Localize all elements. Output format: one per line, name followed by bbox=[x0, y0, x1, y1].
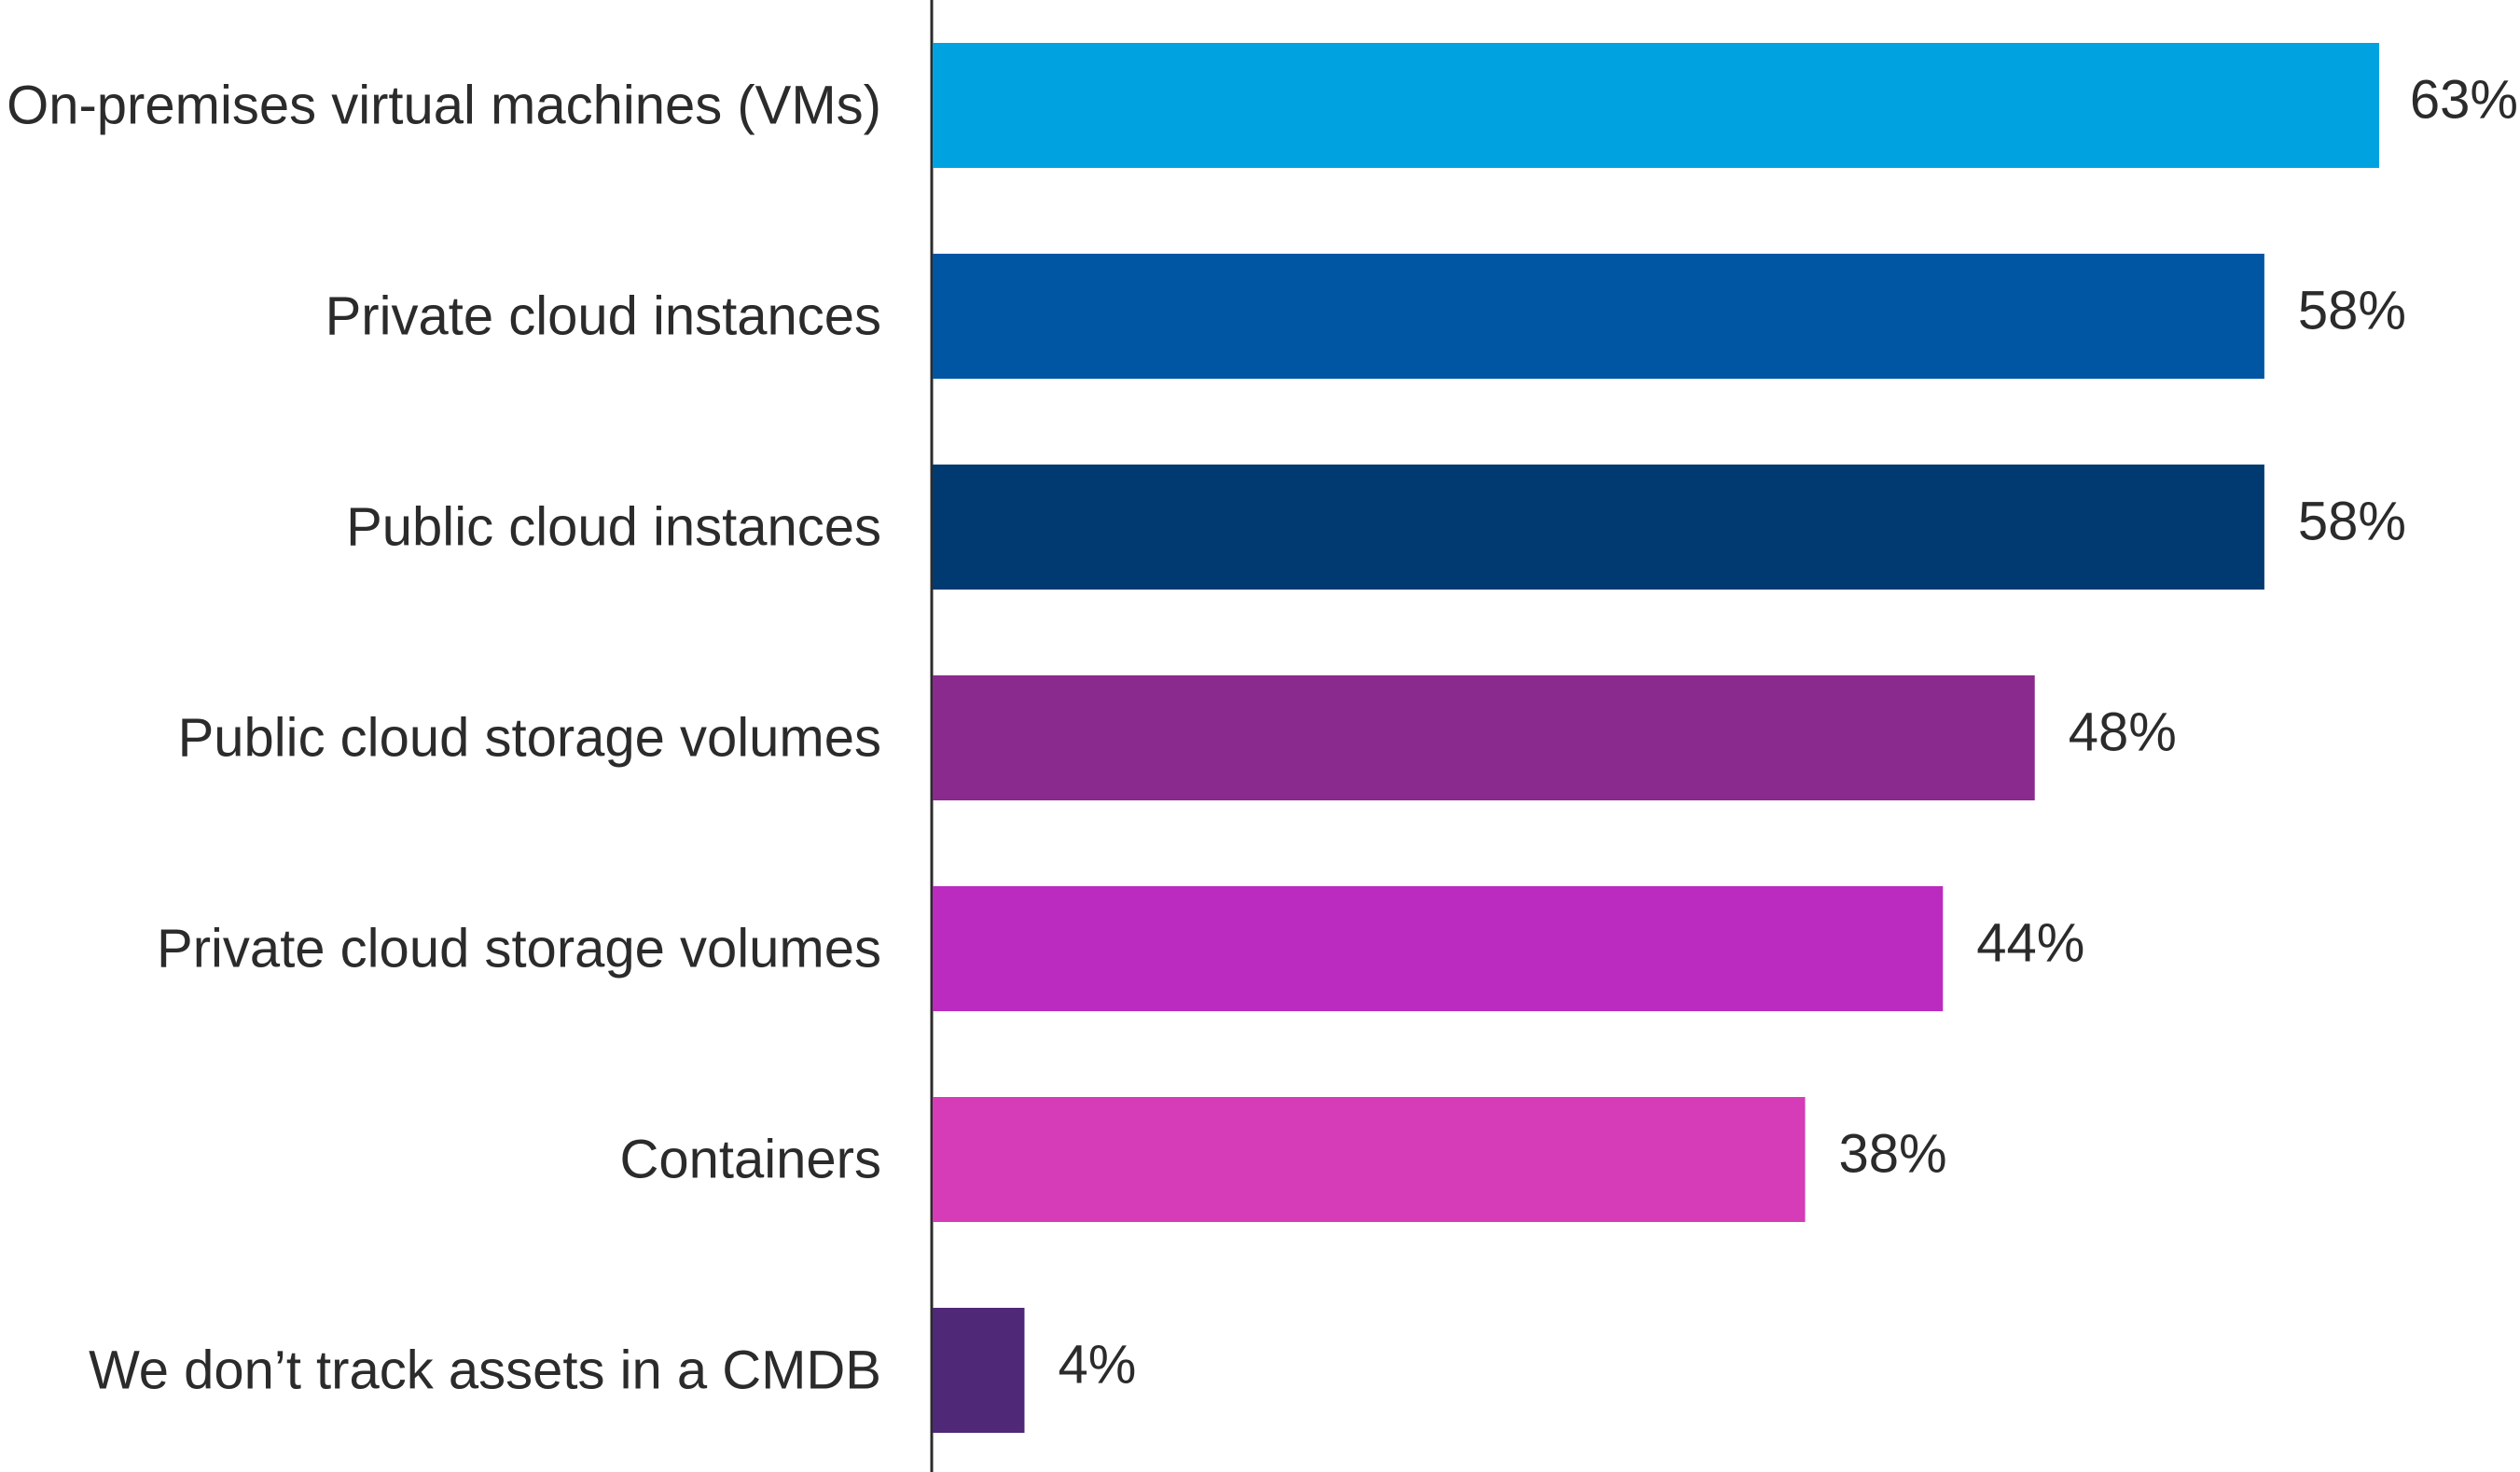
value-label: 63% bbox=[2410, 70, 2518, 131]
value-label: 4% bbox=[1058, 1335, 1136, 1396]
value-label: 38% bbox=[1839, 1124, 1947, 1185]
category-label: Private cloud instances bbox=[325, 286, 881, 347]
category-label: On-premises virtual machines (VMs) bbox=[7, 76, 881, 136]
value-label: 48% bbox=[2069, 702, 2177, 763]
category-label: Private cloud storage volumes bbox=[157, 919, 881, 979]
bar bbox=[933, 1097, 1806, 1222]
category-label: Public cloud storage volumes bbox=[178, 708, 881, 769]
value-label: 58% bbox=[2298, 492, 2406, 552]
category-label: Public cloud instances bbox=[346, 497, 881, 558]
category-label: We don’t track assets in a CMDB bbox=[89, 1340, 881, 1401]
bar-series: On-premises virtual machines (VMs) 63% Pri… bbox=[7, 43, 2518, 1433]
value-label: 58% bbox=[2298, 281, 2406, 341]
value-label: 44% bbox=[1976, 913, 2084, 974]
bar bbox=[933, 1308, 1025, 1433]
bar bbox=[933, 254, 2264, 379]
bar bbox=[933, 43, 2379, 168]
bar bbox=[933, 465, 2264, 590]
category-label: Containers bbox=[620, 1130, 881, 1190]
bar bbox=[933, 675, 2035, 800]
bar bbox=[933, 886, 1944, 1011]
